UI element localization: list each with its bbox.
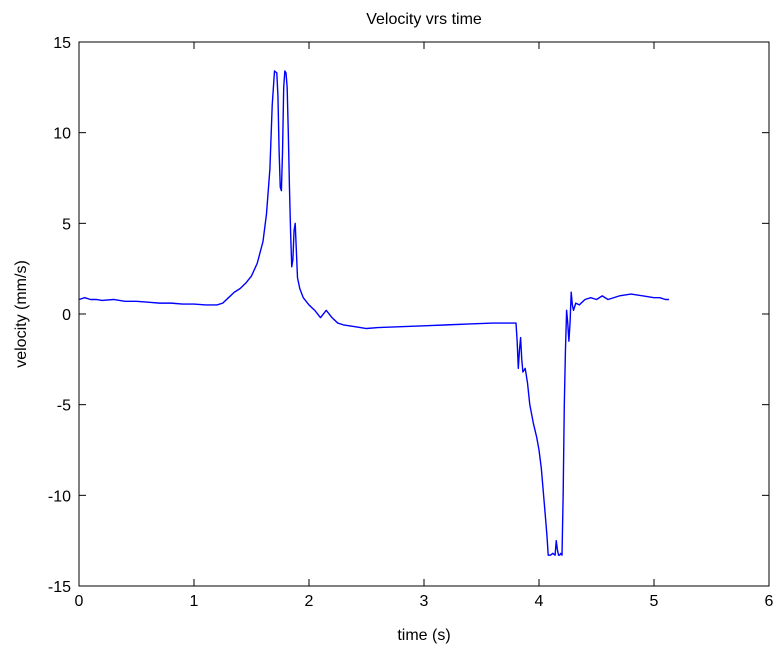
- y-ticks: 15 10 5 0 -5 -10 -15: [48, 35, 769, 596]
- x-tick-label: 0: [75, 593, 84, 610]
- y-tick-label: -5: [57, 398, 71, 415]
- y-tick-label: -10: [48, 488, 71, 505]
- series-layer: [78, 70, 669, 556]
- x-tick-label: 2: [305, 593, 314, 610]
- x-axis-label: time (s): [397, 627, 450, 644]
- y-tick-label: 5: [62, 216, 71, 233]
- x-tick-label: 6: [765, 593, 774, 610]
- x-ticks: 0 1 2 3 4 5 6: [75, 42, 774, 610]
- series-line-velocity: [78, 70, 669, 556]
- y-tick-label: 10: [53, 126, 71, 143]
- plot-area: [78, 41, 770, 587]
- y-axis-label: velocity (mm/s): [13, 260, 30, 368]
- x-tick-label: 5: [650, 593, 659, 610]
- chart-title: Velocity vrs time: [366, 11, 482, 28]
- y-tick-label: -15: [48, 579, 71, 596]
- x-tick-label: 1: [190, 593, 199, 610]
- x-tick-label: 3: [420, 593, 429, 610]
- y-tick-label: 15: [53, 35, 71, 52]
- x-tick-label: 4: [535, 593, 544, 610]
- y-tick-label: 0: [62, 307, 71, 324]
